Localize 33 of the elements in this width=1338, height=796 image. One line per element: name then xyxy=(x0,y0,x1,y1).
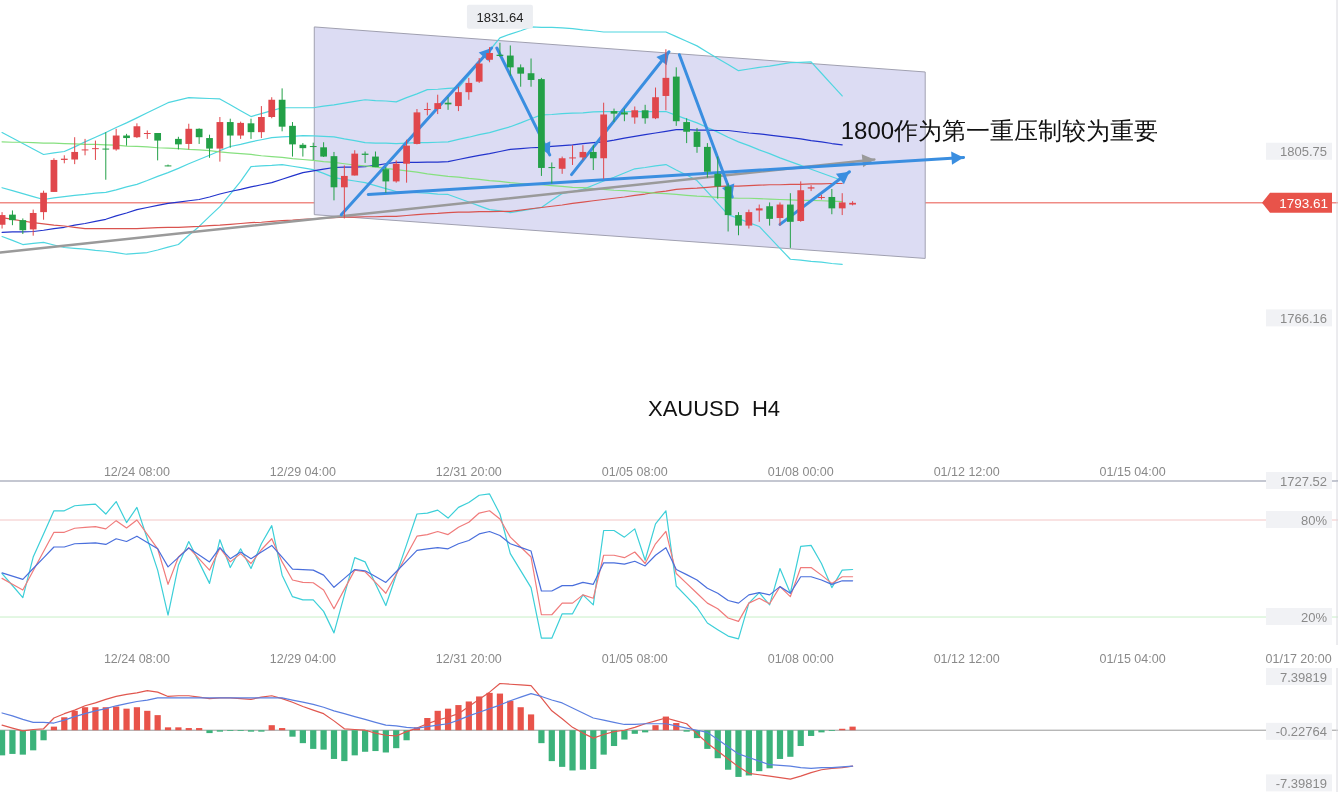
y-tick-label: 1805.75 xyxy=(1280,144,1327,160)
x-tick-label: 01/15 04:00 xyxy=(1099,652,1166,666)
x-tick-label: 01/05 08:00 xyxy=(601,652,668,666)
y-tick-label: 7.39819 xyxy=(1280,669,1327,685)
x-tick-label: 12/31 20:00 xyxy=(435,465,502,479)
annotation: XAUUSD H4 xyxy=(648,396,781,421)
annotation: 1800作为第一重压制较为重要 xyxy=(840,117,1159,145)
y-tick: 20% xyxy=(1266,608,1332,626)
x-tick-label: 12/29 04:00 xyxy=(269,652,336,666)
x-tick-label: 01/08 00:00 xyxy=(767,465,834,479)
x-tick-label: 01/15 04:00 xyxy=(1099,465,1166,479)
y-tick: 1766.16 xyxy=(1266,309,1332,327)
annotation: 1831.64 xyxy=(476,9,524,25)
x-tick-label: 01/12 12:00 xyxy=(933,465,1000,479)
y-tick: -7.39819 xyxy=(1266,774,1332,792)
x-tick-label: 01/17 20:00 xyxy=(1265,652,1332,666)
x-tick-label: 01/05 08:00 xyxy=(601,465,668,479)
x-tick-label: 01/08 00:00 xyxy=(767,652,834,666)
y-tick: 1727.52 xyxy=(1266,472,1332,489)
y-tick-label: -7.39819 xyxy=(1275,775,1327,791)
x-tick-label: 12/24 08:00 xyxy=(103,652,170,666)
x-tick-label: 12/24 08:00 xyxy=(103,465,170,479)
y-tick: 7.39819 xyxy=(1266,668,1332,686)
x-tick-label: 12/31 20:00 xyxy=(435,652,502,666)
y-tick: 80% xyxy=(1266,511,1332,528)
y-tick-label: 1766.16 xyxy=(1280,310,1327,326)
ref-line-label: 1793.61 xyxy=(1279,195,1328,211)
x-tick-label: 12/29 04:00 xyxy=(269,465,336,479)
y-tick-label: -0.22764 xyxy=(1275,724,1327,740)
x-tick-label: 01/12 12:00 xyxy=(933,652,1000,666)
y-tick-label: 20% xyxy=(1300,609,1328,625)
y-tick-label: 80% xyxy=(1300,512,1328,528)
y-tick-label: 1727.52 xyxy=(1280,473,1327,489)
